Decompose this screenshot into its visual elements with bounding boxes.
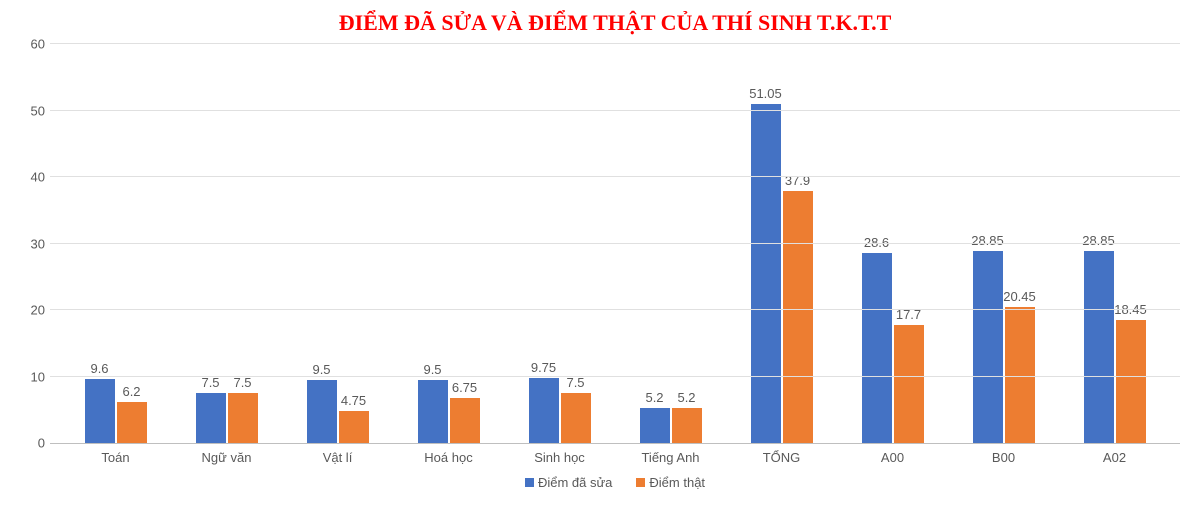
bar: 6.75: [450, 398, 480, 443]
bar: 51.05: [751, 104, 781, 443]
bar-value-label: 9.75: [531, 360, 556, 375]
x-axis-label: Sinh học: [504, 450, 615, 465]
x-axis-label: B00: [948, 450, 1059, 465]
legend-swatch: [525, 478, 534, 487]
bar: 9.5: [307, 380, 337, 443]
y-tick: 20: [31, 303, 45, 318]
y-tick: 40: [31, 170, 45, 185]
legend: Điểm đã sửa Điểm thật: [50, 475, 1180, 490]
legend-label: Điểm thật: [649, 475, 705, 490]
gridline: [50, 243, 1180, 244]
legend-swatch: [636, 478, 645, 487]
bars-wrap: 9.66.27.57.59.54.759.56.759.757.55.25.25…: [50, 44, 1180, 443]
x-axis-label: Tiếng Anh: [615, 450, 726, 465]
y-tick: 50: [31, 103, 45, 118]
bar-group: 9.56.75: [393, 44, 504, 443]
gridline: [50, 376, 1180, 377]
x-axis-label: Toán: [60, 450, 171, 465]
bar-value-label: 20.45: [1003, 289, 1036, 304]
x-axis-label: Hoá học: [393, 450, 504, 465]
bar-value-label: 4.75: [341, 393, 366, 408]
bar: 28.6: [862, 253, 892, 443]
gridline: [50, 110, 1180, 111]
gridline: [50, 176, 1180, 177]
legend-item: Điểm thật: [636, 475, 705, 490]
legend-label: Điểm đã sửa: [538, 475, 612, 490]
plot-area: 0102030405060 9.66.27.57.59.54.759.56.75…: [50, 44, 1180, 444]
bar: 5.2: [640, 408, 670, 443]
bar-group: 28.8520.45: [948, 44, 1059, 443]
x-axis-label: A02: [1059, 450, 1170, 465]
bar-value-label: 28.85: [971, 233, 1004, 248]
x-axis-labels: ToánNgữ vănVật líHoá họcSinh họcTiếng An…: [50, 444, 1180, 465]
x-axis-label: TỔNG: [726, 450, 837, 465]
chart-container: ĐIỂM ĐÃ SỬA VÀ ĐIỂM THẬT CỦA THÍ SINH T.…: [0, 0, 1200, 514]
y-tick: 30: [31, 236, 45, 251]
chart-title: ĐIỂM ĐÃ SỬA VÀ ĐIỂM THẬT CỦA THÍ SINH T.…: [50, 10, 1180, 36]
bar-group: 28.617.7: [837, 44, 948, 443]
bar: 6.2: [117, 402, 147, 443]
bar-value-label: 28.85: [1082, 233, 1115, 248]
bar-group: 7.57.5: [171, 44, 282, 443]
gridline: [50, 43, 1180, 44]
x-axis-label: A00: [837, 450, 948, 465]
bar-value-label: 5.2: [677, 390, 695, 405]
bar: 9.75: [529, 378, 559, 443]
bar-group: 5.25.2: [615, 44, 726, 443]
y-axis: 0102030405060: [15, 44, 45, 443]
gridline: [50, 309, 1180, 310]
bar: 18.45: [1116, 320, 1146, 443]
bar: 37.9: [783, 191, 813, 443]
bar: 9.5: [418, 380, 448, 443]
bar-value-label: 7.5: [201, 375, 219, 390]
y-tick: 0: [38, 436, 45, 451]
bar: 28.85: [1084, 251, 1114, 443]
bar: 28.85: [973, 251, 1003, 443]
bar-value-label: 9.6: [90, 361, 108, 376]
x-axis-label: Ngữ văn: [171, 450, 282, 465]
bar-value-label: 6.75: [452, 380, 477, 395]
bar-value-label: 5.2: [645, 390, 663, 405]
bar-group: 9.757.5: [504, 44, 615, 443]
bar: 4.75: [339, 411, 369, 443]
bar: 17.7: [894, 325, 924, 443]
bar-group: 51.0537.9: [726, 44, 837, 443]
bar-value-label: 6.2: [122, 384, 140, 399]
bar-group: 28.8518.45: [1059, 44, 1170, 443]
bar-group: 9.54.75: [282, 44, 393, 443]
bar-value-label: 51.05: [749, 86, 782, 101]
bar-value-label: 7.5: [566, 375, 584, 390]
bar: 7.5: [196, 393, 226, 443]
bar: 7.5: [228, 393, 258, 443]
x-axis-label: Vật lí: [282, 450, 393, 465]
bar-value-label: 7.5: [233, 375, 251, 390]
bar: 5.2: [672, 408, 702, 443]
bar-group: 9.66.2: [60, 44, 171, 443]
bar: 9.6: [85, 379, 115, 443]
y-tick: 10: [31, 369, 45, 384]
bar: 7.5: [561, 393, 591, 443]
y-tick: 60: [31, 37, 45, 52]
legend-item: Điểm đã sửa: [525, 475, 612, 490]
